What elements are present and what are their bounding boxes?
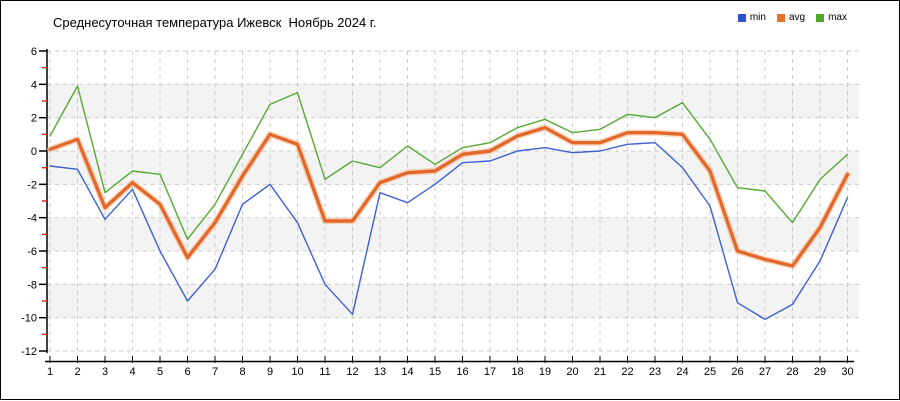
x-tick-label: 3 xyxy=(102,366,108,378)
chart-title: Среднесуточная температура Ижевск Ноябрь… xyxy=(53,15,377,30)
max-series-label: max xyxy=(828,12,847,23)
x-tick-label: 20 xyxy=(566,366,578,378)
x-tick-label: 10 xyxy=(291,366,303,378)
x-tick-label: 16 xyxy=(456,366,468,378)
x-tick-label: 25 xyxy=(704,366,716,378)
x-tick-label: 12 xyxy=(346,366,358,378)
x-tick-label: 5 xyxy=(157,366,163,378)
y-tick-label: 6 xyxy=(31,46,37,58)
x-tick-label: 17 xyxy=(484,366,496,378)
legend-item-max: max xyxy=(816,13,847,23)
avg-series-label: avg xyxy=(788,12,806,23)
avg-series-swatch xyxy=(776,14,785,22)
min-series-label: min xyxy=(749,12,766,23)
x-tick-label: 30 xyxy=(841,366,853,378)
x-tick-label: 13 xyxy=(374,366,386,378)
x-tick-label: 7 xyxy=(212,366,218,378)
y-tick-label: -4 xyxy=(27,213,37,225)
x-tick-label: 26 xyxy=(731,366,743,378)
x-tick-label: 6 xyxy=(184,366,190,378)
chart-legend: min avg max xyxy=(737,12,847,23)
avg-series-line xyxy=(48,125,850,268)
x-tick-label: 4 xyxy=(129,366,135,378)
x-tick-label: 9 xyxy=(267,366,273,378)
x-tick-label: 28 xyxy=(786,366,798,378)
y-tick-label: 0 xyxy=(31,146,37,158)
y-tick-label: -10 xyxy=(21,313,37,325)
x-tick-label: 22 xyxy=(621,366,633,378)
y-tick-label: -2 xyxy=(27,179,37,191)
x-tick-label: 11 xyxy=(319,366,330,378)
y-tick-label: -8 xyxy=(27,279,37,291)
x-tick-label: 15 xyxy=(429,366,441,378)
legend-item-min: min xyxy=(737,12,766,23)
y-tick-label: 4 xyxy=(31,79,37,91)
x-tick-label: 2 xyxy=(74,366,80,378)
legend-item-avg: avg xyxy=(776,12,806,23)
x-tick-label: 29 xyxy=(814,366,826,378)
min-series-swatch xyxy=(737,14,746,22)
max-series-swatch xyxy=(816,14,825,22)
x-tick-label: 14 xyxy=(401,366,413,378)
x-tick-label: 27 xyxy=(759,366,771,378)
x-tick-label: 19 xyxy=(539,366,551,378)
x-tick-label: 21 xyxy=(594,366,606,378)
y-tick-label: -6 xyxy=(27,246,37,258)
plot-band xyxy=(47,284,859,318)
y-tick-label: 2 xyxy=(31,113,37,125)
x-tick-label: 8 xyxy=(239,366,245,378)
min-series-line xyxy=(49,141,849,321)
x-tick-label: 1 xyxy=(47,366,53,378)
max-series-line xyxy=(49,85,849,241)
x-tick-label: 18 xyxy=(511,366,523,378)
plot-band xyxy=(47,84,859,118)
y-tick-label: -12 xyxy=(21,346,37,358)
x-tick-label: 24 xyxy=(676,366,688,378)
x-tick-label: 23 xyxy=(649,366,661,378)
